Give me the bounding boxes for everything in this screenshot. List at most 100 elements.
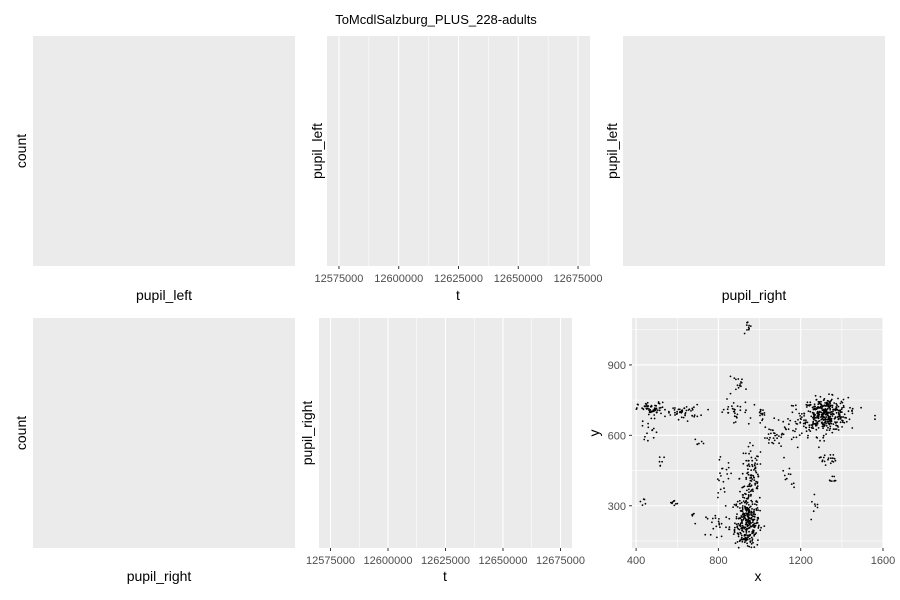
scatter-point bbox=[831, 404, 834, 407]
scatter-point bbox=[684, 414, 686, 417]
scatter-point bbox=[741, 505, 744, 507]
scatter-point bbox=[816, 417, 818, 419]
scatter-point bbox=[841, 426, 843, 428]
scatter-point bbox=[834, 459, 837, 462]
scatter-point bbox=[821, 417, 824, 420]
scatter-point bbox=[766, 437, 769, 439]
scatter-point bbox=[653, 417, 656, 420]
scatter-point bbox=[741, 506, 744, 509]
scatter-point bbox=[741, 472, 744, 475]
scatter-point bbox=[829, 425, 832, 428]
scatter-point bbox=[836, 404, 838, 407]
scatter-point bbox=[784, 427, 787, 430]
scatter-point bbox=[748, 452, 750, 455]
scatter-point bbox=[755, 508, 758, 510]
scatter-point bbox=[811, 500, 813, 503]
scatter-point bbox=[783, 456, 785, 459]
scatter-point bbox=[753, 476, 755, 479]
scatter-point bbox=[829, 454, 832, 456]
scatter-point bbox=[821, 407, 823, 410]
scatter-point bbox=[817, 414, 819, 416]
scatter-point bbox=[739, 490, 741, 493]
scatter-point bbox=[736, 541, 739, 543]
scatter-point bbox=[809, 430, 812, 432]
scatter-point bbox=[717, 492, 720, 494]
scatter-point bbox=[658, 456, 661, 458]
scatter-point bbox=[727, 406, 730, 408]
scatter-point bbox=[827, 426, 829, 429]
panel-5-ylabel: pupil_right bbox=[299, 401, 315, 466]
scatter-point bbox=[790, 438, 793, 441]
scatter-point bbox=[650, 410, 653, 413]
scatter-point bbox=[742, 530, 745, 533]
scatter-point bbox=[737, 378, 740, 380]
scatter-point bbox=[739, 522, 742, 525]
scatter-point bbox=[750, 489, 753, 491]
scatter-point bbox=[795, 428, 797, 430]
scatter-point bbox=[847, 410, 850, 413]
scatter-point bbox=[645, 403, 648, 405]
scatter-point bbox=[747, 536, 749, 539]
scatter-point bbox=[830, 480, 833, 482]
scatter-point bbox=[694, 438, 697, 441]
panel-pupil-right-vs-t: t pupil_right 12575000 12600000 12625000 12… bbox=[299, 318, 585, 584]
scatter-point bbox=[830, 422, 833, 425]
scatter-point bbox=[742, 462, 745, 465]
scatter-point bbox=[821, 423, 824, 426]
scatter-point bbox=[736, 500, 739, 503]
scatter-point bbox=[729, 392, 732, 395]
scatter-point bbox=[735, 517, 738, 520]
x-tick-label: 12625000 bbox=[421, 555, 470, 567]
scatter-point bbox=[751, 503, 754, 506]
scatter-point bbox=[795, 422, 798, 425]
scatter-point bbox=[757, 475, 760, 477]
scatter-point bbox=[818, 410, 821, 413]
scatter-point bbox=[733, 421, 735, 424]
scatter-point bbox=[744, 452, 747, 455]
scatter-point bbox=[751, 538, 754, 541]
scatter-point bbox=[664, 408, 666, 411]
scatter-point bbox=[770, 432, 772, 435]
scatter-point bbox=[792, 482, 795, 485]
scatter-point bbox=[635, 408, 638, 410]
scatter-point bbox=[756, 487, 759, 490]
scatter-point bbox=[837, 410, 840, 412]
scatter-point bbox=[748, 530, 750, 533]
scatter-point bbox=[664, 415, 666, 418]
scatter-point bbox=[804, 426, 807, 429]
scatter-point bbox=[768, 428, 770, 431]
x-tick-label: 12600000 bbox=[374, 273, 423, 285]
scatter-point bbox=[748, 485, 750, 488]
scatter-point bbox=[741, 513, 744, 516]
scatter-point bbox=[827, 412, 829, 415]
scatter-point bbox=[820, 416, 822, 418]
scatter-point bbox=[719, 488, 722, 491]
scatter-point bbox=[743, 497, 746, 499]
scatter-point bbox=[679, 410, 681, 413]
scatter-point bbox=[691, 414, 693, 417]
scatter-point bbox=[795, 436, 798, 439]
scatter-point bbox=[823, 440, 826, 442]
scatter-point bbox=[735, 503, 738, 506]
scatter-point bbox=[745, 478, 748, 480]
scatter-point bbox=[753, 546, 756, 549]
scatter-point bbox=[835, 406, 838, 409]
scatter-point bbox=[707, 408, 709, 411]
scatter-point bbox=[829, 427, 832, 430]
scatter-point bbox=[810, 415, 813, 418]
scatter-point bbox=[811, 411, 814, 414]
scatter-point bbox=[718, 458, 721, 461]
scatter-point bbox=[830, 413, 833, 416]
scatter-point bbox=[676, 502, 679, 505]
scatter-point bbox=[759, 509, 761, 512]
scatter-point bbox=[805, 419, 807, 422]
scatter-point bbox=[677, 418, 680, 421]
x-tick-label: 12600000 bbox=[364, 555, 413, 567]
scatter-point bbox=[788, 423, 790, 426]
scatter-point bbox=[811, 423, 814, 426]
scatter-point bbox=[821, 421, 823, 424]
scatter-point bbox=[658, 460, 661, 463]
scatter-point bbox=[823, 460, 826, 463]
scatter-point bbox=[647, 413, 650, 416]
scatter-point bbox=[743, 526, 746, 529]
